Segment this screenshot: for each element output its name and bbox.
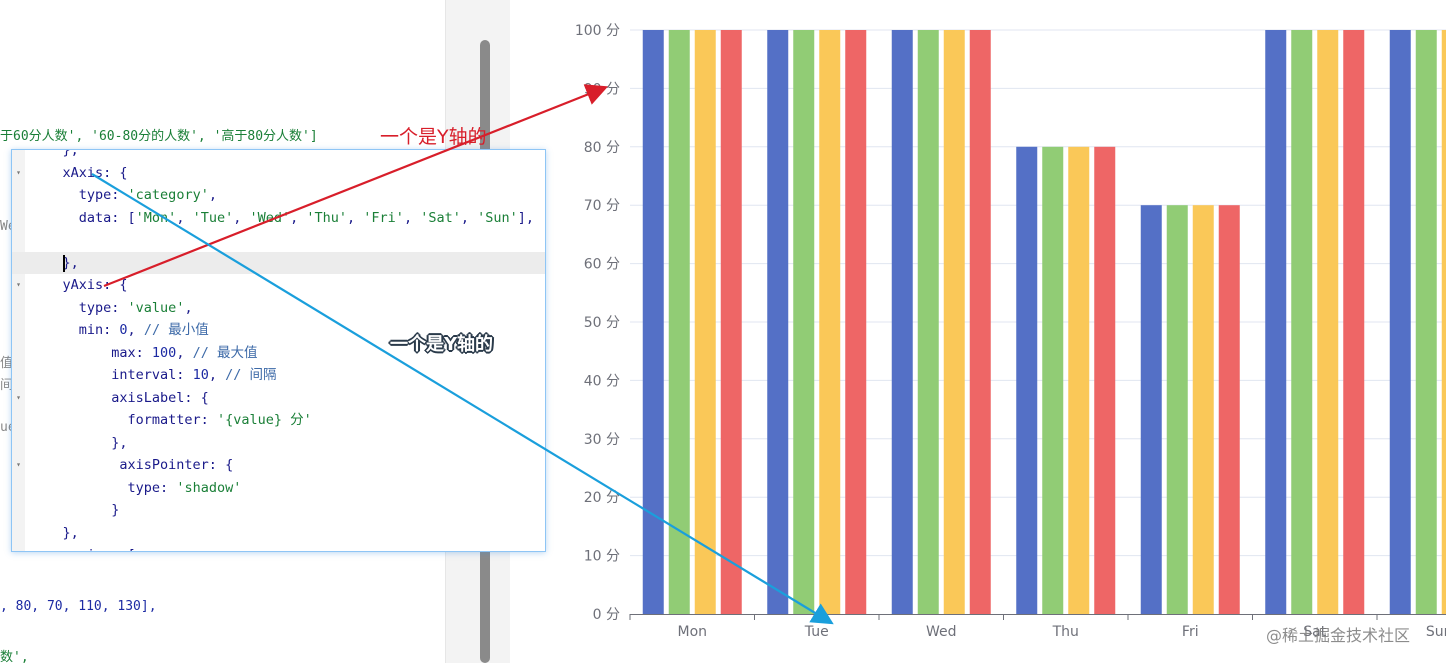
bar [1218, 205, 1240, 614]
x-tick-label: Thu [1052, 624, 1079, 640]
bar [1317, 30, 1339, 614]
code-line: ▾ xAxis: { [12, 162, 545, 184]
bar [1343, 30, 1365, 614]
code-text: }, [30, 524, 79, 541]
bar [1192, 205, 1214, 614]
bar [819, 30, 841, 614]
bar [642, 30, 664, 614]
code-line: } [12, 499, 545, 521]
code-text: type: 'shadow' [30, 479, 242, 496]
code-line: type: 'shadow' [12, 477, 545, 499]
y-tick-label: 80 分 [584, 140, 620, 156]
bar [943, 30, 965, 614]
bar [917, 30, 939, 614]
y-tick-label: 30 分 [584, 432, 620, 448]
annotation-dark-label: 一个是Y轴的 [390, 334, 494, 355]
bar [1068, 146, 1090, 615]
fold-arrow-icon[interactable]: ▾ [16, 280, 21, 289]
bar [694, 30, 716, 614]
y-tick-label: 50 分 [584, 315, 620, 331]
x-tick-label: Wed [926, 624, 957, 640]
code-line: type: 'value', [12, 297, 545, 319]
x-tick-label: Sun [1426, 624, 1446, 640]
bar [845, 30, 867, 614]
x-tick-label: Sat [1303, 624, 1326, 640]
editor-background-line: , 80, 70, 110, 130], [0, 599, 157, 614]
code-text: }, [30, 254, 79, 271]
code-line: ▾ axisLabel: { [12, 387, 545, 409]
code-text: min: 0, // 最小值 [30, 322, 209, 338]
code-text: }, [30, 434, 128, 451]
y-tick-label: 70 分 [584, 198, 620, 214]
bar [1291, 30, 1313, 614]
bar [720, 30, 742, 614]
code-text: interval: 10, // 间隔 [30, 367, 277, 383]
editor-background-line: 数', [0, 650, 29, 663]
fold-arrow-icon[interactable]: ▾ [16, 460, 21, 469]
code-text: xAxis: { [30, 164, 128, 181]
code-line [12, 229, 545, 251]
editor-background-line: 值 [0, 356, 14, 371]
y-tick-label: 60 分 [584, 257, 620, 273]
code-line: }, [12, 522, 545, 544]
code-text: type: 'value', [30, 299, 193, 316]
code-line: type: 'category', [12, 184, 545, 206]
x-tick-label: Tue [804, 624, 829, 640]
y-tick-label: 20 分 [584, 490, 620, 506]
code-text: }, [30, 149, 79, 158]
bar [1415, 30, 1437, 614]
bar [793, 30, 815, 614]
code-text: data: ['Mon', 'Tue', 'Wed', 'Thu', 'Fri'… [30, 209, 535, 226]
bar [1042, 146, 1064, 615]
code-text: max: 100, // 最大值 [30, 344, 258, 361]
y-tick-label: 0 分 [593, 607, 620, 623]
code-text: formatter: '{value} 分' [30, 412, 312, 428]
bar [1094, 146, 1116, 615]
code-text: axisLabel: { [30, 389, 209, 406]
code-text: series: [ [30, 544, 136, 551]
watermark: @稀土掘金技术社区 [1266, 626, 1411, 645]
bar-chart-svg: 0 分 10 分 20 分 30 分 40 分 50 分 60 分 70 分 80 分 90 分 1… [575, 23, 1446, 640]
code-text: type: 'category', [30, 187, 217, 203]
bar [1265, 30, 1287, 614]
code-text: } [30, 502, 120, 518]
bar [668, 30, 690, 614]
bar [1016, 146, 1038, 615]
y-tick-label: 90 分 [584, 81, 620, 97]
bar [1441, 30, 1446, 614]
editor-background-line: 于60分人数', '60-80分的人数', '高于80分人数'] [0, 129, 318, 144]
popup-gutter [12, 150, 25, 551]
y-tick-label: 100 分 [575, 23, 620, 39]
bar-chart: 0 分 10 分 20 分 30 分 40 分 50 分 60 分 70 分 80 分 90 分 1… [510, 0, 1446, 663]
bar [891, 30, 913, 614]
x-tick-label: Fri [1182, 624, 1199, 640]
code-line: data: ['Mon', 'Tue', 'Wed', 'Thu', 'Fri'… [12, 207, 545, 229]
bar [1140, 205, 1162, 614]
code-line: formatter: '{value} 分' [12, 409, 545, 431]
fold-arrow-icon[interactable]: ▾ [16, 392, 21, 402]
code-text: axisPointer: { [30, 457, 234, 473]
code-line: series: [ [12, 544, 545, 551]
annotation-red-label: 一个是Y轴的 [380, 126, 487, 148]
bar [969, 30, 991, 614]
code-line: }, [12, 149, 545, 161]
code-line: interval: 10, // 间隔 [12, 364, 545, 386]
y-tick-label: 40 分 [584, 373, 620, 389]
x-tick-label: Mon [677, 624, 707, 640]
code-text: yAxis: { [30, 277, 128, 293]
bar [1166, 205, 1188, 614]
bar [767, 30, 789, 614]
fold-arrow-icon[interactable]: ▾ [16, 167, 21, 177]
text-caret [63, 254, 65, 272]
bar [1389, 30, 1411, 614]
y-tick-label: 10 分 [584, 549, 620, 565]
code-line: ▾ yAxis: { [12, 274, 545, 296]
code-line: }, [12, 251, 545, 274]
code-line: }, [12, 432, 545, 454]
code-line: ▾ axisPointer: { [12, 454, 545, 476]
